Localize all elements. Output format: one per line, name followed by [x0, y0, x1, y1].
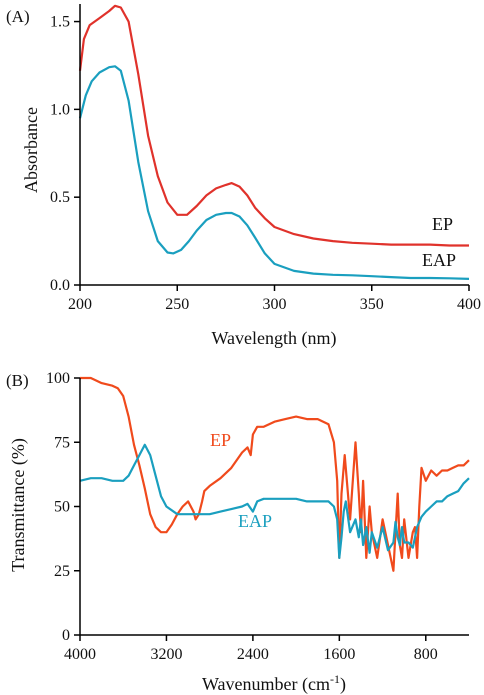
y-tick-label-b: 25 — [54, 563, 70, 580]
panel-b-x-axis-title: Wavenumber (cm-1) — [202, 672, 346, 695]
x-tick-label-b: 1600 — [323, 646, 355, 663]
series-label-eap-a: EAP — [422, 250, 456, 270]
x-tick-label-a: 200 — [68, 296, 92, 313]
y-tick-label-a: 1.0 — [50, 101, 70, 118]
x-tick-label-b: 800 — [414, 646, 438, 663]
panel-a-series-group — [78, 4, 470, 280]
panel-b-x-axis-title-tail: ) — [340, 674, 346, 695]
panel-a-axes: 200 250 300 350 400 0.0 0.5 1.0 1.5 — [50, 4, 481, 313]
x-tick-label-b: 4000 — [64, 646, 96, 663]
y-tick-label-b: 75 — [54, 434, 70, 451]
series-label-eap-b: EAP — [238, 511, 272, 531]
x-tick-label-a: 300 — [263, 296, 287, 313]
panel-a-y-axis-title: Absorbance — [21, 107, 41, 193]
y-tick-label-b: 100 — [46, 370, 70, 387]
panel-b-series-group — [79, 376, 470, 572]
panel-a-label: (A) — [6, 7, 30, 26]
panel-b-label: (B) — [6, 371, 29, 390]
series-label-ep-b: EP — [210, 430, 231, 450]
y-tick-label-a: 1.5 — [50, 14, 70, 31]
panel-a-x-axis-title: Wavelength (nm) — [211, 328, 336, 349]
panel-b-x-axis-title-main: Wavenumber (cm — [202, 674, 330, 695]
panel-b-axes: 4000 3200 2400 1600 800 0 25 50 75 100 — [46, 370, 469, 663]
y-tick-label-a: 0.0 — [50, 277, 70, 294]
panel-b-x-axis-title-sup: -1 — [330, 672, 340, 686]
x-tick-label-b: 2400 — [237, 646, 269, 663]
x-tick-label-a: 400 — [457, 296, 481, 313]
y-tick-label-b: 50 — [54, 499, 70, 516]
y-tick-label-a: 0.5 — [50, 189, 70, 206]
panel-b-y-axis-title: Transmittance (%) — [8, 438, 29, 572]
series-line-eap-b — [79, 443, 470, 559]
series-line-ep-b — [80, 376, 470, 572]
x-tick-label-b: 3200 — [150, 646, 182, 663]
y-tick-label-b: 0 — [62, 627, 70, 644]
x-tick-label-a: 250 — [165, 296, 189, 313]
series-line-eap-a — [78, 65, 470, 280]
x-tick-label-a: 350 — [360, 296, 384, 313]
series-line-ep-a — [78, 4, 469, 247]
series-label-ep-a: EP — [432, 214, 453, 234]
panel-b: (B) 4000 3200 2400 1600 800 0 25 50 75 100 EP EAP… — [6, 370, 470, 695]
panel-a: (A) 200 250 300 350 400 0.0 0.5 1.0 1.5 EP EAP W… — [6, 4, 481, 349]
